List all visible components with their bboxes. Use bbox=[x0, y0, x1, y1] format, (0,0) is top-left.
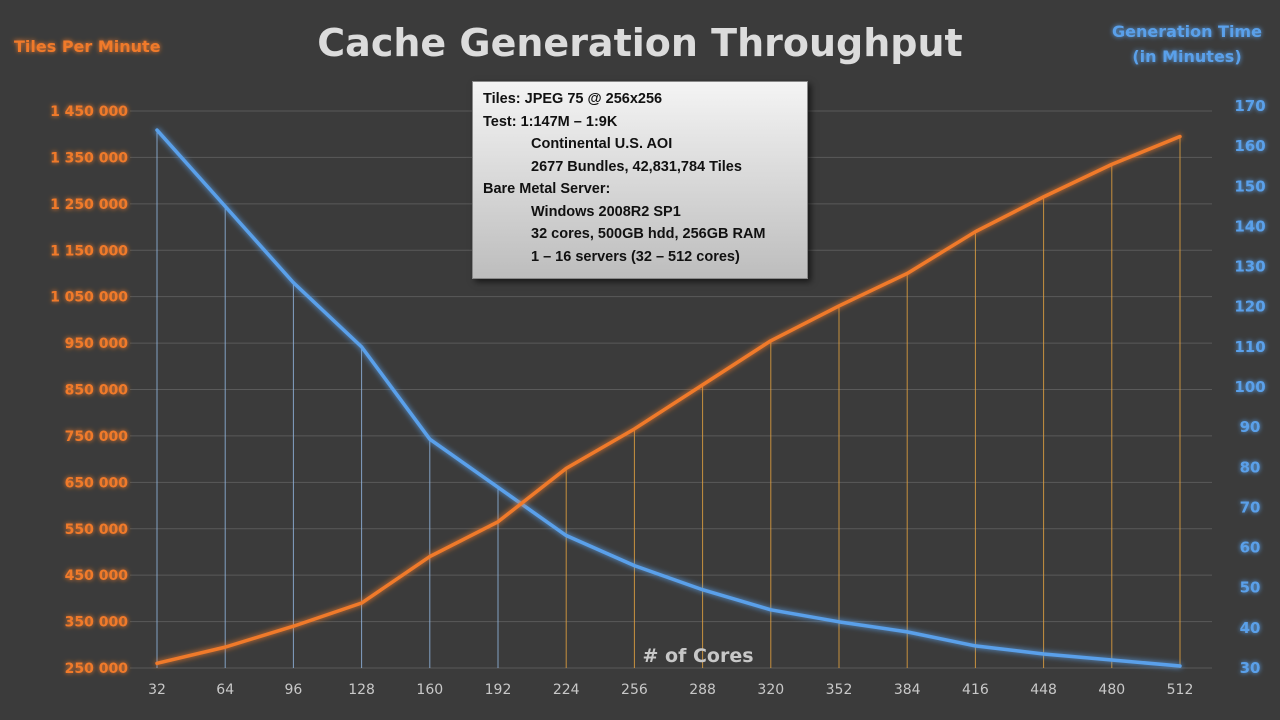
right-tick-label: 170 bbox=[1234, 97, 1265, 115]
x-tick-label: 416 bbox=[962, 682, 989, 698]
chart-text: Cache Generation Throughput Tiles Per Mi… bbox=[14, 21, 1266, 698]
right-tick-label: 70 bbox=[1240, 498, 1261, 516]
x-tick-label: 320 bbox=[757, 682, 784, 698]
x-tick-label: 448 bbox=[1030, 682, 1057, 698]
left-tick-label: 650 000 bbox=[65, 475, 129, 491]
chart-title: Cache Generation Throughput bbox=[317, 21, 962, 65]
x-tick-label: 352 bbox=[826, 682, 853, 698]
x-tick-label: 64 bbox=[216, 682, 234, 698]
right-axis-title-line-2: (in Minutes) bbox=[1132, 47, 1241, 66]
tiles-per-minute-line bbox=[155, 134, 1182, 666]
x-tick-label: 384 bbox=[894, 682, 921, 698]
right-tick-label: 30 bbox=[1240, 659, 1261, 677]
info-line: Continental U.S. AOI bbox=[531, 136, 673, 152]
right-tick-label: 130 bbox=[1234, 258, 1265, 276]
series-lines bbox=[155, 128, 1182, 668]
x-tick-label: 480 bbox=[1098, 682, 1125, 698]
x-tick-label: 32 bbox=[148, 682, 166, 698]
right-tick-label: 160 bbox=[1234, 137, 1265, 155]
info-line: Bare Metal Server: bbox=[483, 181, 611, 197]
left-tick-label: 1 250 000 bbox=[50, 197, 128, 213]
right-tick-label: 110 bbox=[1234, 338, 1265, 356]
x-tick-label: 256 bbox=[621, 682, 648, 698]
info-line: Tiles: JPEG 75 @ 256x256 bbox=[483, 91, 663, 107]
left-tick-label: 550 000 bbox=[65, 522, 129, 538]
left-tick-label: 850 000 bbox=[65, 383, 129, 399]
left-tick-label: 950 000 bbox=[65, 336, 129, 352]
right-axis-title-line-1: Generation Time bbox=[1112, 22, 1262, 41]
left-tick-label: 350 000 bbox=[65, 615, 129, 631]
left-tick-label: 1 150 000 bbox=[50, 243, 128, 259]
info-line: 2677 Bundles, 42,831,784 Tiles bbox=[531, 158, 742, 175]
generation-time-line bbox=[155, 128, 1182, 668]
right-tick-label: 50 bbox=[1240, 579, 1261, 597]
x-tick-label: 512 bbox=[1167, 682, 1194, 698]
info-line: 1 – 16 servers (32 – 512 cores) bbox=[531, 248, 740, 265]
right-tick-label: 100 bbox=[1234, 378, 1265, 396]
x-tick-label: 96 bbox=[284, 682, 302, 698]
x-tick-label: 192 bbox=[485, 682, 512, 698]
right-tick-label: 120 bbox=[1234, 298, 1265, 316]
left-tick-label: 250 000 bbox=[65, 661, 129, 677]
left-tick-label: 750 000 bbox=[65, 429, 129, 445]
right-tick-label: 150 bbox=[1234, 177, 1265, 195]
x-axis-title: # of Cores bbox=[642, 645, 753, 667]
right-tick-label: 140 bbox=[1234, 217, 1265, 235]
x-tick-label: 160 bbox=[416, 682, 443, 698]
test-info-box: Tiles: JPEG 75 @ 256x256 Test: 1:147M – 1… bbox=[472, 81, 808, 279]
right-tick-label: 90 bbox=[1240, 418, 1261, 436]
left-tick-label: 1 450 000 bbox=[50, 104, 128, 120]
x-tick-label: 288 bbox=[689, 682, 716, 698]
drop-lines bbox=[156, 130, 1181, 668]
info-line: 32 cores, 500GB hdd, 256GB RAM bbox=[531, 226, 766, 242]
info-line: Windows 2008R2 SP1 bbox=[531, 203, 681, 220]
x-tick-label: 224 bbox=[553, 682, 580, 698]
right-tick-label: 80 bbox=[1240, 458, 1261, 476]
info-line: Test: 1:147M – 1:9K bbox=[483, 113, 618, 130]
left-axis-title: Tiles Per Minute bbox=[14, 37, 161, 56]
right-tick-label: 40 bbox=[1240, 619, 1261, 637]
x-tick-label: 128 bbox=[348, 682, 375, 698]
left-tick-label: 1 050 000 bbox=[50, 290, 128, 306]
left-tick-label: 1 350 000 bbox=[50, 150, 128, 166]
left-tick-label: 450 000 bbox=[65, 568, 129, 584]
right-tick-label: 60 bbox=[1240, 539, 1261, 557]
